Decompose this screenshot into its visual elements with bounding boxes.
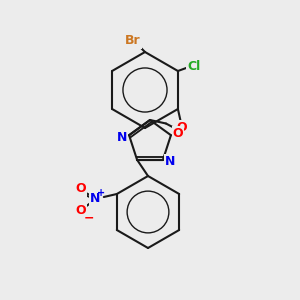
Text: O: O [76,205,86,218]
Text: N: N [90,193,100,206]
Text: Cl: Cl [187,59,200,73]
Text: +: + [97,188,105,198]
Text: O: O [76,182,86,196]
Text: O: O [177,121,187,134]
Text: Br: Br [125,34,141,47]
Text: N: N [165,155,175,168]
Text: −: − [84,212,94,224]
Text: N: N [117,131,127,144]
Text: O: O [172,127,183,140]
